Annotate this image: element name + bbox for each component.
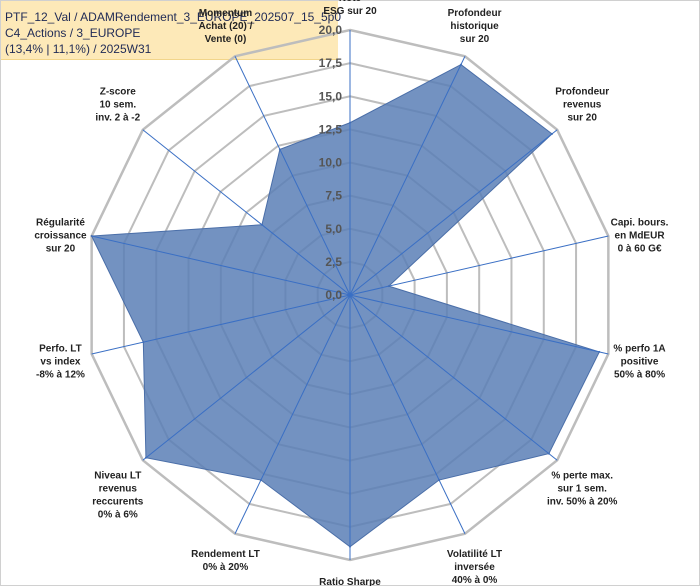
axis-spoke-11 [91, 235, 351, 296]
axis-spoke-5 [349, 294, 558, 461]
axis-label-2: Profondeur revenus sur 20 [555, 87, 609, 124]
radial-tick-label: 12,5 [319, 122, 343, 136]
radial-tick-label: 20,0 [319, 23, 343, 37]
radial-tick-label: 10,0 [319, 156, 343, 170]
axis-label-3: Capi. bours. en MdEUR 0 à 60 G€ [611, 218, 669, 255]
axis-spoke-8 [234, 294, 351, 534]
axis-spoke-12 [142, 129, 351, 296]
axis-label-10: Perfo. LT vs index -8% à 12% [36, 343, 85, 380]
axis-label-13: Momentum Achat (20) / Vente (0) [199, 8, 253, 45]
axis-label-11: Régularité croissance sur 20 [34, 218, 87, 255]
axis-label-8: Rendement LT 0% à 20% [191, 549, 260, 573]
header-line-1: PTF_12_Val / ADAMRendement_3_EUROPE_2025… [5, 10, 341, 24]
axis-spoke-1 [349, 56, 466, 296]
axis-spoke-9 [142, 294, 351, 461]
radial-tick-label: 2,5 [325, 255, 342, 269]
radial-tick-label: 5,0 [325, 222, 342, 236]
series-area [90, 64, 601, 548]
axis-label-5: % perte max. sur 1 sem. inv. 50% à 20% [547, 470, 618, 507]
axis-label-9: Niveau LT revenus reccurents 0% à 6% [92, 470, 144, 520]
axis-spoke-4 [349, 294, 609, 355]
axis-label-0: NoteESG sur 20 [323, 0, 377, 17]
radial-tick-label: 15,0 [319, 89, 343, 103]
header-line-2: C4_Actions / 3_EUROPE [5, 26, 141, 40]
axis-spoke-6 [349, 294, 466, 534]
radial-tick-label: 17,5 [319, 56, 343, 70]
axis-spoke-10 [91, 294, 351, 355]
radial-tick-label: 7,5 [325, 189, 342, 203]
axis-spoke-13 [234, 56, 351, 296]
axis-label-6: Volatilité LT inversée 40% à 0% [447, 549, 502, 586]
axis-label-4: % perfo 1A positive 50% à 80% [613, 343, 665, 380]
radial-tick-label: 0,0 [325, 288, 342, 302]
axis-label-1: Profondeur historique sur 20 [448, 8, 502, 45]
chart-header: PTF_12_Val / ADAMRendement_3_EUROPE_2025… [1, 1, 341, 60]
axis-spoke-3 [349, 235, 609, 296]
axis-label-7: Ratio Sharpe0 à 1 [319, 577, 381, 586]
spoke-layer [91, 30, 609, 560]
tick-layer: 0,0 2,5 5,0 7,5 10,0 12,5 15,0 17,5 20,0 [319, 23, 343, 302]
area-layer [90, 63, 601, 548]
header-line-3: (13,4% | 11,1%) / 2025W31 [5, 42, 152, 56]
axis-spoke-2 [349, 129, 558, 296]
axis-label-12: Z-score 10 sem. inv. 2 à -2 [95, 87, 140, 124]
